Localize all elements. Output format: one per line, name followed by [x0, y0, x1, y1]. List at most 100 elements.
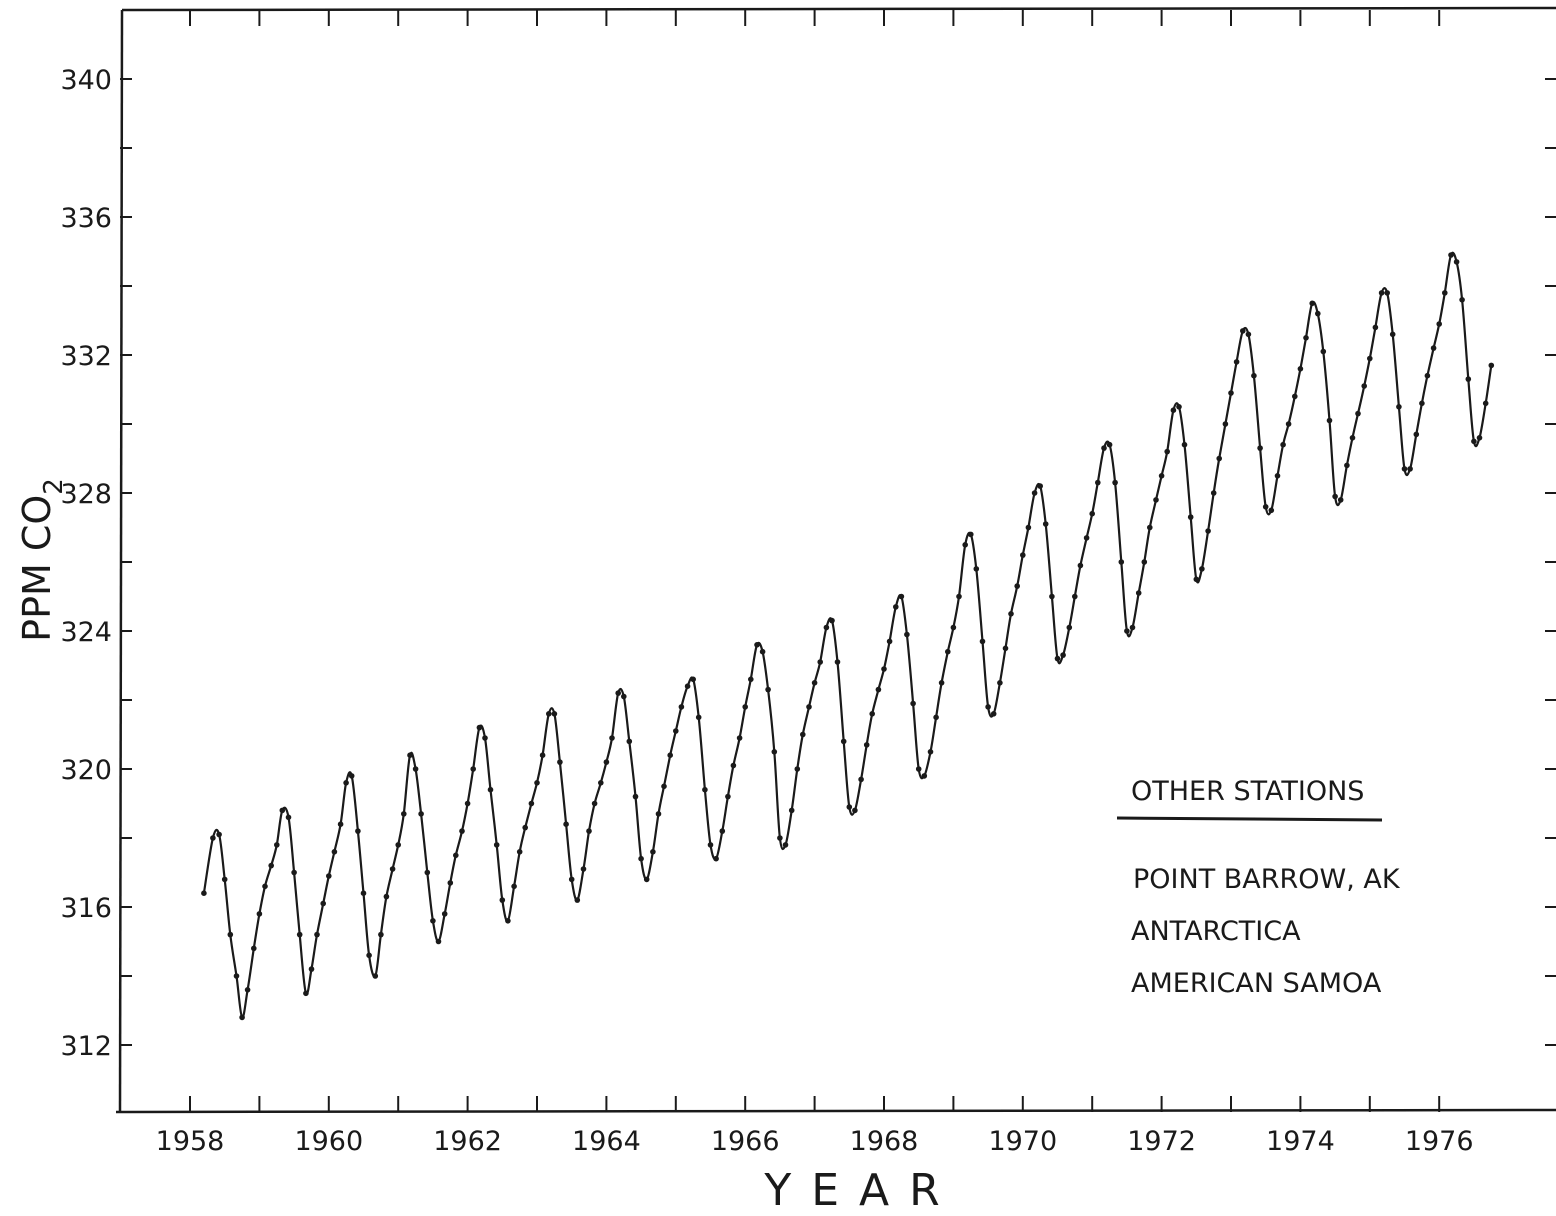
data-point — [1332, 493, 1338, 500]
data-point — [1471, 438, 1477, 445]
data-point — [348, 773, 355, 779]
data-point — [557, 759, 563, 765]
data-point — [551, 711, 558, 717]
data-point — [487, 786, 494, 793]
data-point — [389, 866, 396, 872]
data-point — [1101, 445, 1107, 451]
x-tick-label: 1960 — [294, 1126, 363, 1157]
data-point — [869, 711, 875, 717]
data-point — [1274, 473, 1281, 479]
data-point — [320, 900, 327, 907]
data-point — [1037, 483, 1043, 489]
data-point — [858, 776, 864, 783]
data-point — [227, 931, 234, 938]
data-point — [1401, 466, 1408, 472]
data-point — [221, 876, 228, 883]
data-point — [493, 842, 500, 848]
data-point — [765, 686, 771, 693]
x-tick-label: 1976 — [1405, 1126, 1474, 1157]
legend-item-antarctica: ANTARCTICA — [1131, 916, 1301, 947]
data-point — [603, 759, 610, 765]
data-point — [285, 814, 292, 821]
data-point — [615, 690, 621, 696]
data-point — [274, 842, 280, 848]
data-point — [1077, 562, 1084, 569]
data-point — [829, 617, 835, 624]
data-point — [1413, 431, 1420, 438]
data-point — [522, 824, 528, 831]
data-point — [915, 766, 922, 772]
data-point — [1442, 290, 1448, 296]
data-point — [626, 738, 633, 745]
data-point — [1262, 504, 1269, 510]
data-point — [684, 683, 691, 689]
data-point — [811, 680, 818, 686]
data-point — [424, 869, 431, 876]
data-point — [1228, 390, 1234, 396]
x-tick-label: 1974 — [1266, 1126, 1335, 1157]
data-point — [748, 676, 754, 683]
data-point — [893, 604, 899, 610]
data-point — [1129, 624, 1136, 631]
data-point — [383, 893, 390, 900]
data-point — [546, 711, 552, 717]
data-point — [1233, 359, 1240, 365]
data-point — [788, 807, 795, 814]
data-point — [1407, 466, 1413, 472]
data-point — [956, 593, 962, 600]
data-point — [1158, 473, 1165, 479]
data-point — [482, 735, 488, 741]
data-point — [910, 700, 916, 707]
data-point — [262, 883, 268, 890]
data-point — [1187, 514, 1194, 520]
axis-ticks — [120, 10, 1556, 1112]
data-point — [886, 638, 893, 645]
data-point — [1153, 497, 1159, 503]
data-point — [464, 800, 471, 807]
data-point — [256, 911, 263, 917]
x-tick-label: 1966 — [711, 1126, 780, 1157]
data-point — [938, 680, 945, 686]
legend-item-american-samoa: AMERICAN SAMOA — [1131, 968, 1382, 999]
data-point — [1476, 435, 1483, 441]
tick-labels: 1958 1960 1962 1964 1966 1968 1970 1972 1974 1976… — [60, 65, 1473, 1157]
data-point — [1297, 366, 1304, 372]
data-point — [1025, 524, 1032, 531]
data-point — [1280, 441, 1286, 448]
data-point — [1112, 479, 1118, 486]
data-point — [268, 862, 275, 869]
data-point — [1170, 407, 1177, 414]
data-point — [233, 973, 240, 979]
y-axis-title-subscript: 2 — [39, 478, 69, 495]
y-tick-label: 340 — [60, 65, 112, 96]
data-point — [279, 807, 286, 814]
data-point — [591, 800, 598, 807]
data-point — [1095, 479, 1101, 486]
data-point — [921, 773, 928, 779]
data-point — [470, 766, 477, 772]
data-point — [678, 704, 685, 710]
x-tick-label: 1964 — [572, 1126, 641, 1157]
data-point — [643, 876, 650, 883]
data-point — [754, 642, 760, 648]
data-point — [1465, 376, 1472, 382]
data-point — [1066, 624, 1073, 631]
data-point — [1309, 300, 1315, 307]
data-point — [650, 849, 656, 855]
data-point — [730, 762, 737, 769]
data-point — [661, 783, 667, 790]
data-point — [1216, 455, 1222, 462]
data-point — [563, 821, 569, 827]
data-point — [1106, 441, 1113, 448]
data-point — [1222, 421, 1229, 427]
y-tick-label: 324 — [60, 617, 112, 648]
data-point — [337, 821, 344, 827]
data-point — [1014, 583, 1020, 589]
data-point — [985, 704, 991, 710]
data-point — [528, 800, 535, 807]
data-point — [574, 897, 581, 903]
data-point — [794, 766, 801, 772]
x-axis-title: YEAR — [763, 1165, 959, 1211]
data-point — [1205, 528, 1211, 534]
